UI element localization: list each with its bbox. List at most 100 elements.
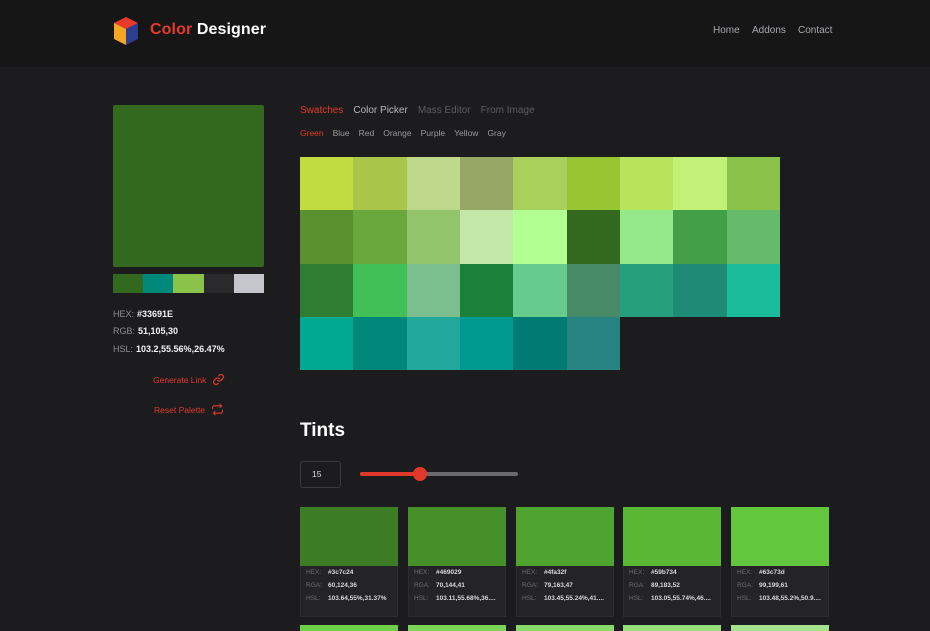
generate-link-button[interactable]: Generate Link bbox=[153, 373, 225, 386]
repeat-icon bbox=[212, 403, 223, 416]
tint-hsl-value: 103.64,55%,31.37% bbox=[328, 595, 387, 602]
swatch-cell[interactable] bbox=[566, 316, 620, 370]
swatch-cell[interactable] bbox=[353, 157, 407, 211]
swatch-cell[interactable] bbox=[726, 157, 780, 211]
tab-from-image[interactable]: From Image bbox=[480, 105, 535, 116]
rgb-info: RGB: 51,105,30 bbox=[113, 326, 178, 336]
tab-color-picker[interactable]: Color Picker bbox=[353, 105, 408, 116]
swatch-cell[interactable] bbox=[353, 210, 407, 264]
color-family-orange[interactable]: Orange bbox=[383, 128, 412, 138]
slider-thumb[interactable] bbox=[413, 467, 428, 481]
tint-hsl-value: 103.45,55.24%,41.... bbox=[544, 595, 604, 602]
swatch-cell[interactable] bbox=[300, 263, 354, 317]
palette-slot[interactable] bbox=[233, 274, 265, 293]
swatch-cell[interactable] bbox=[300, 210, 354, 264]
tint-hex-value: #3c7c24 bbox=[328, 569, 354, 576]
tint-card[interactable]: HEX: #469029 RGA: 70,144,41 HSL: 103.11,55.68… bbox=[408, 507, 506, 617]
tint-hex-value: #63c73d bbox=[759, 569, 785, 576]
swatch-cell[interactable] bbox=[726, 210, 780, 264]
swatch-cell[interactable] bbox=[726, 263, 780, 317]
nav-home[interactable]: Home bbox=[713, 25, 740, 36]
tint-hex-line: HEX: #4fa32f bbox=[517, 566, 613, 579]
tint-hsl-line: HSL: 103.45,55.24%,41.... bbox=[517, 592, 613, 605]
tint-hex-value: #469029 bbox=[436, 569, 462, 576]
swatch-cell[interactable] bbox=[673, 210, 727, 264]
tint-card[interactable]: HEX: #59b734 RGA: 89,183,52 HSL: 103.05,55.74… bbox=[623, 507, 721, 617]
swatch-cell[interactable] bbox=[513, 210, 567, 264]
nav-addons[interactable]: Addons bbox=[752, 25, 786, 36]
tint-swatch bbox=[408, 507, 506, 566]
tint-count-input[interactable]: 15 bbox=[300, 461, 341, 488]
tint-hsl-value: 103.11,55.68%,36.... bbox=[436, 595, 496, 602]
current-color-swatch[interactable] bbox=[113, 105, 264, 267]
tint-card[interactable] bbox=[731, 625, 829, 631]
tint-rga-label: RGA: bbox=[414, 582, 430, 589]
cube-logo-icon[interactable] bbox=[112, 15, 140, 47]
color-family-red[interactable]: Red bbox=[358, 128, 375, 138]
palette-strip bbox=[113, 274, 265, 293]
swatch-cell[interactable] bbox=[300, 316, 354, 370]
tint-card[interactable] bbox=[623, 625, 721, 631]
brand-title[interactable]: Color Designer bbox=[150, 21, 266, 39]
tint-hex-value: #59b734 bbox=[651, 569, 677, 576]
swatch-cell[interactable] bbox=[619, 157, 674, 211]
tint-count-slider[interactable] bbox=[360, 467, 518, 481]
reset-palette-button[interactable]: Reset Palette bbox=[154, 403, 224, 416]
swatch-cell[interactable] bbox=[673, 157, 727, 211]
slider-track bbox=[360, 472, 518, 476]
slider-fill bbox=[360, 472, 421, 476]
tint-hex-label: HEX: bbox=[306, 569, 322, 576]
swatch-cell[interactable] bbox=[513, 316, 567, 370]
tint-rga-value: 99,199,61 bbox=[759, 582, 788, 589]
swatch-cell[interactable] bbox=[566, 210, 620, 264]
tint-hex-label: HEX: bbox=[737, 569, 753, 576]
color-family-blue[interactable]: Blue bbox=[332, 128, 350, 138]
tint-hex-line: HEX: #59b734 bbox=[624, 566, 720, 579]
tint-rga-line: RGA: 70,144,41 bbox=[409, 579, 505, 592]
swatch-cell[interactable] bbox=[619, 263, 674, 317]
palette-slot[interactable] bbox=[173, 274, 204, 293]
tint-card[interactable] bbox=[516, 625, 614, 631]
tab-swatches[interactable]: Swatches bbox=[300, 105, 344, 116]
color-family-green[interactable]: Green bbox=[300, 128, 324, 138]
tint-hex-line: HEX: #63c73d bbox=[732, 566, 828, 579]
swatch-cell[interactable] bbox=[406, 263, 460, 317]
hsl-label: HSL: bbox=[113, 344, 134, 354]
tint-card[interactable]: HEX: #3c7c24 RGA: 60,124,36 HSL: 103.64,55%,3… bbox=[300, 507, 398, 617]
swatch-cell[interactable] bbox=[619, 210, 674, 264]
swatch-cell[interactable] bbox=[566, 157, 620, 211]
tint-rga-label: RGA: bbox=[306, 582, 322, 589]
tint-card[interactable]: HEX: #63c73d RGA: 99,199,61 HSL: 103.48,55.2%… bbox=[731, 507, 829, 617]
palette-slot[interactable] bbox=[203, 274, 234, 293]
swatch-cell[interactable] bbox=[353, 316, 407, 370]
swatch-cell[interactable] bbox=[459, 263, 514, 317]
color-family-yellow[interactable]: Yellow bbox=[454, 128, 479, 138]
swatch-cell[interactable] bbox=[353, 263, 407, 317]
tint-rga-line: RGA: 60,124,36 bbox=[301, 579, 397, 592]
swatch-cell[interactable] bbox=[459, 157, 514, 211]
nav-contact[interactable]: Contact bbox=[798, 25, 833, 36]
swatch-cell[interactable] bbox=[300, 157, 354, 211]
swatch-cell[interactable] bbox=[513, 263, 567, 317]
hsl-info: HSL: 103.2,55.56%,26.47% bbox=[113, 344, 225, 354]
palette-slot[interactable] bbox=[143, 274, 174, 293]
tint-swatch bbox=[731, 507, 829, 566]
swatch-cell[interactable] bbox=[673, 263, 727, 317]
tint-rga-label: RGA: bbox=[737, 582, 753, 589]
swatch-cell[interactable] bbox=[459, 210, 514, 264]
swatch-cell[interactable] bbox=[513, 157, 567, 211]
reset-palette-label: Reset Palette bbox=[154, 404, 206, 415]
color-family-purple[interactable]: Purple bbox=[420, 128, 446, 138]
tab-mass-editor[interactable]: Mass Editor bbox=[417, 105, 471, 116]
swatch-cell[interactable] bbox=[406, 210, 460, 264]
palette-slot[interactable] bbox=[113, 274, 144, 293]
tint-card[interactable]: HEX: #4fa32f RGA: 79,163,47 HSL: 103.45,55.24… bbox=[516, 507, 614, 617]
tint-card[interactable] bbox=[408, 625, 506, 631]
swatch-cell[interactable] bbox=[406, 316, 460, 370]
tint-rga-value: 79,163,47 bbox=[544, 582, 573, 589]
tint-card[interactable] bbox=[300, 625, 398, 631]
swatch-cell[interactable] bbox=[406, 157, 460, 211]
swatch-cell[interactable] bbox=[459, 316, 514, 370]
swatch-cell[interactable] bbox=[566, 263, 620, 317]
color-family-gray[interactable]: Gray bbox=[487, 128, 506, 138]
